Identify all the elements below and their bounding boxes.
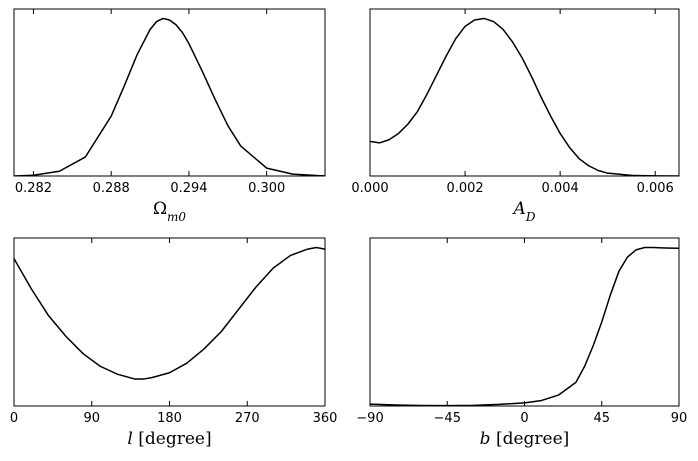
x-tick-label: 90 [671, 411, 688, 426]
axes-frame-a-d [369, 8, 680, 177]
x-tick-label: 0 [10, 411, 18, 426]
x-axis-label-part: b [480, 429, 491, 449]
x-tick-label: 0.006 [637, 181, 674, 196]
x-tick-label: −45 [434, 411, 461, 426]
x-axis-label-part: [degree] [491, 429, 570, 449]
panel-a-d: 0.000 0.002 0.004 0.006 AD [351, 8, 680, 224]
series-line-a-d [370, 17, 679, 176]
axes-frame-l-degree [13, 237, 326, 407]
x-axis-label-part: Ω [153, 199, 167, 219]
x-tick-label: 270 [235, 411, 260, 426]
x-tick-label: 90 [83, 411, 100, 426]
panel-b-degree: −90 −45 0 45 90 b [degree] [356, 237, 688, 449]
axes-frame-omega-m0 [13, 8, 326, 177]
x-tick-label: −90 [356, 411, 383, 426]
x-tick-label: 0.300 [248, 181, 285, 196]
axes-frame-b-degree [369, 237, 680, 407]
x-tick-label: 360 [313, 411, 338, 426]
x-axis-label-part: D [525, 210, 536, 224]
x-axis-label-a-d: AD [512, 199, 536, 224]
x-tick-label: 0.294 [170, 181, 207, 196]
x-tick-label: 0.000 [351, 181, 388, 196]
series-line-omega-m0 [14, 17, 325, 176]
x-axis-label-part: [degree] [133, 429, 212, 449]
x-axis-label-part: l [127, 429, 132, 449]
x-tick-label: 180 [157, 411, 182, 426]
x-tick-label: 0.004 [542, 181, 579, 196]
series-line-b-degree [370, 246, 679, 406]
x-tick-label: 0 [520, 411, 528, 426]
x-axis-label-part: m0 [167, 210, 186, 224]
x-axis-label-b-degree: b [degree] [480, 429, 570, 449]
series-line-l-degree [14, 246, 325, 380]
panel-omega-m0: 0.282 0.288 0.294 0.300 Ωm0 [13, 8, 326, 224]
x-tick-label: 0.002 [446, 181, 483, 196]
x-axis-label-omega-m0: Ωm0 [153, 199, 186, 224]
x-tick-label: 45 [593, 411, 610, 426]
x-tick-label: 0.288 [93, 181, 130, 196]
x-tick-label: 0.282 [15, 181, 52, 196]
x-axis-label-part: A [512, 199, 526, 219]
panel-l-degree: 0 90 180 270 360 l [degree] [10, 237, 338, 449]
x-axis-label-l-degree: l [degree] [127, 429, 211, 449]
